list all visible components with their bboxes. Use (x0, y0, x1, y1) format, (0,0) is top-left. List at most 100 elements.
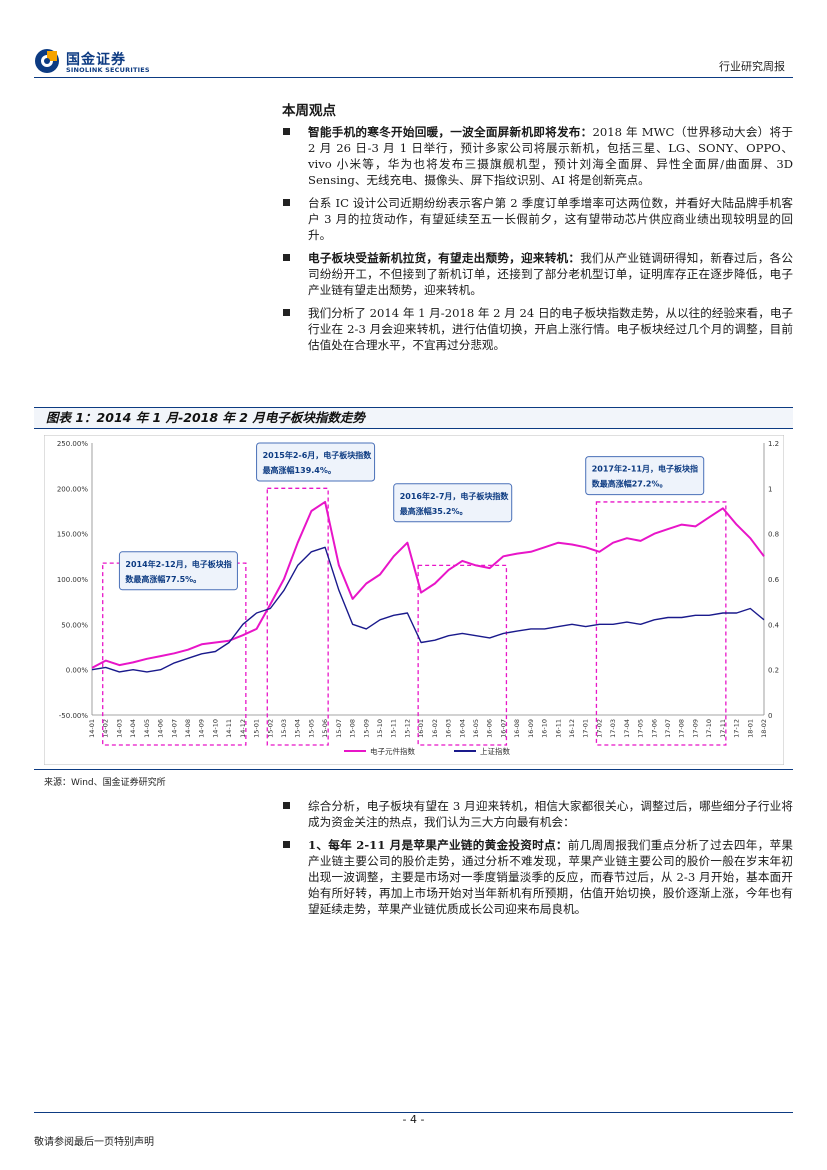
bullet-item: 智能手机的寒冬开始回暖，一波全面屏新机即将发布：2018 年 MWC（世界移动大… (280, 124, 793, 188)
series-line-electronics (91, 500, 765, 669)
x-tick-label: 15-01 (253, 719, 261, 738)
x-tick-label: 14-07 (170, 719, 178, 738)
logo-english-name: SINOLINK SECURITIES (66, 66, 150, 74)
y-left-tick-label: -50.00% (59, 712, 89, 720)
sinolink-logo-icon (35, 49, 59, 73)
logo-chinese-name: 国金证券 (66, 52, 126, 68)
bullet-text: 台系 IC 设计公司近期纷纷表示客户第 2 季度订单季增率可达两位数，并看好大陆… (308, 196, 793, 242)
x-tick-label: 16-01 (417, 719, 425, 738)
annotation-title: 2016年2-7月，电子板块指数 (400, 491, 510, 501)
legend-label: 上证指数 (480, 746, 510, 756)
x-tick-label: 17-02 (595, 719, 603, 738)
x-tick-label: 17-08 (678, 719, 686, 738)
x-tick-label: 16-06 (486, 719, 494, 738)
x-tick-label: 16-12 (568, 719, 576, 738)
y-left-tick-label: 200.00% (57, 485, 88, 493)
figure-divider (34, 769, 793, 770)
bullet-heading: 电子板块受益新机拉货，有望走出颓势，迎来转机： (308, 251, 581, 265)
bullet-square-icon (283, 128, 290, 135)
section-title: 本周观点 (282, 103, 336, 119)
x-tick-label: 15-12 (403, 719, 411, 738)
x-tick-label: 15-08 (349, 719, 357, 738)
x-tick-label: 17-12 (733, 719, 741, 738)
y-left-tick-label: 50.00% (61, 621, 88, 629)
x-tick-label: 17-06 (650, 719, 658, 738)
x-tick-label: 14-06 (157, 719, 165, 738)
x-tick-label: 15-07 (335, 719, 343, 738)
footer-disclaimer: 敬请参阅最后一页特别声明 (34, 1137, 154, 1148)
highlight-box (266, 487, 329, 746)
company-logo: 国金证券 SINOLINK SECURITIES (34, 48, 154, 78)
bullet-list-top: 智能手机的寒冬开始回暖，一波全面屏新机即将发布：2018 年 MWC（世界移动大… (280, 124, 793, 360)
x-tick-label: 15-03 (280, 719, 288, 738)
x-tick-label: 18-01 (746, 719, 754, 738)
bullet-square-icon (283, 309, 290, 316)
x-tick-label: 17-10 (705, 719, 713, 738)
y-right-tick-label: 0.8 (768, 531, 779, 539)
x-tick-label: 17-05 (637, 719, 645, 738)
x-tick-label: 15-11 (390, 719, 398, 738)
bullet-text: 我们从产业链调研得知，新春过后，各公司纷纷开工，不但接到了新机订单，还接到了部分… (308, 251, 793, 297)
y-right-tick-label: 0.4 (768, 621, 780, 629)
bullet-text: 前几周周报我们重点分析了过去四年，苹果产业链主要公司的股价走势，通过分析不难发现… (308, 838, 793, 916)
annotation-value: 数最高涨幅27.2%。 (592, 479, 668, 489)
annotation-callout (256, 442, 376, 482)
y-left-tick-label: 150.00% (57, 531, 88, 539)
bullet-item: 电子板块受益新机拉货，有望走出颓势，迎来转机：我们从产业链调研得知，新春过后，各… (280, 250, 793, 298)
series-line-shanghai (91, 546, 765, 673)
x-tick-label: 14-05 (143, 719, 151, 738)
legend-label: 电子元件指数 (370, 746, 415, 756)
x-tick-label: 16-07 (499, 719, 507, 738)
annotation-callout (585, 456, 705, 496)
bullet-square-icon (283, 802, 290, 809)
y-left-tick-label: 100.00% (57, 576, 88, 584)
chart-container: 250.00% 200.00% 150.00% 100.00% 50.00% 0.00% -… (43, 434, 785, 766)
electronics-index-chart: 250.00% 200.00% 150.00% 100.00% 50.00% 0.00% -… (43, 434, 785, 766)
x-tick-label: 15-06 (321, 719, 329, 738)
annotation-title: 2015年2-6月，电子板块指数 (263, 450, 373, 460)
bullet-list-bottom: 综合分析，电子板块有望在 3 月迎来转机，相信大家都很关心，调整过后，哪些细分子… (280, 798, 793, 924)
bullet-item: 我们分析了 2014 年 1 月-2018 年 2 月 24 日的电子板块指数走… (280, 305, 793, 353)
x-tick-label: 14-11 (225, 719, 233, 738)
x-tick-label: 16-04 (458, 719, 466, 738)
figure-title: 图表 1：2014 年 1 月-2018 年 2 月电子板块指数走势 (34, 407, 793, 429)
x-tick-label: 16-11 (554, 719, 562, 738)
x-tick-label: 15-02 (266, 719, 274, 738)
x-tick-label: 14-04 (129, 719, 137, 738)
report-type: 行业研究周报 (719, 60, 785, 73)
bullet-square-icon (283, 199, 290, 206)
x-tick-label: 17-07 (664, 719, 672, 738)
y-left-tick-label: 250.00% (57, 440, 88, 448)
annotation-value: 最高涨幅35.2%。 (400, 506, 468, 516)
x-tick-label: 16-05 (472, 719, 480, 738)
bullet-heading: 智能手机的寒冬开始回暖，一波全面屏新机即将发布： (308, 125, 593, 139)
annotation-callout (393, 483, 513, 523)
bullet-square-icon (283, 841, 290, 848)
annotation-title: 2017年2-11月，电子板块指 (592, 464, 698, 474)
x-tick-label: 17-01 (582, 719, 590, 738)
bullet-item: 综合分析，电子板块有望在 3 月迎来转机，相信大家都很关心，调整过后，哪些细分子… (280, 798, 793, 830)
highlight-box (417, 564, 508, 746)
x-tick-label: 14-08 (184, 719, 192, 738)
bullet-text: 我们分析了 2014 年 1 月-2018 年 2 月 24 日的电子板块指数走… (308, 306, 794, 352)
x-tick-label: 14-03 (115, 719, 123, 738)
bullet-item: 台系 IC 设计公司近期纷纷表示客户第 2 季度订单季增率可达两位数，并看好大陆… (280, 195, 793, 243)
x-tick-label: 14-12 (239, 719, 247, 738)
y-right-tick-label: 0 (768, 712, 772, 720)
x-tick-label: 16-03 (445, 719, 453, 738)
x-tick-label: 17-09 (691, 719, 699, 738)
x-tick-label: 17-04 (623, 719, 631, 738)
x-tick-label: 16-02 (431, 719, 439, 738)
footer-divider (34, 1112, 793, 1113)
y-right-tick-label: 1.2 (768, 440, 779, 448)
x-tick-label: 16-08 (513, 719, 521, 738)
figure-source: 来源：Wind、国金证券研究所 (44, 778, 166, 788)
highlight-box (595, 501, 727, 746)
x-tick-label: 14-01 (88, 719, 96, 738)
y-left-tick-label: 0.00% (66, 667, 89, 675)
x-tick-label: 15-10 (376, 719, 384, 738)
x-tick-label: 15-05 (307, 719, 315, 738)
x-tick-label: 15-09 (362, 719, 370, 738)
bullet-heading: 1、每年 2-11 月是苹果产业链的黄金投资时点： (308, 838, 568, 852)
y-right-tick-label: 1 (768, 485, 772, 493)
